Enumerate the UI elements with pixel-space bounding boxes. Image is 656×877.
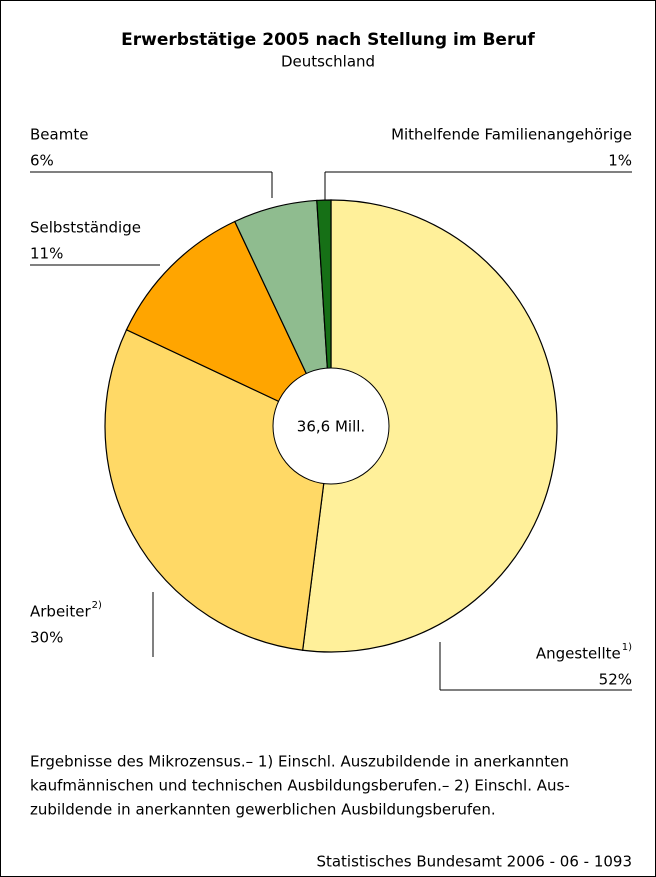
- value-label: 52%: [599, 671, 632, 689]
- slice-label: Mithelfende Familienangehörige: [391, 126, 632, 144]
- slices: [104, 199, 558, 653]
- value-label: 1%: [608, 152, 632, 170]
- value-label: 11%: [30, 245, 63, 263]
- footnote-mark: 2): [92, 600, 102, 611]
- slice-label: Angestellte: [536, 645, 621, 663]
- slice-label: Arbeiter: [30, 603, 91, 621]
- chart-title: Erwerbstätige 2005 nach Stellung im Beru…: [121, 30, 535, 50]
- slice: [302, 199, 558, 653]
- slice-label: Beamte: [30, 126, 88, 144]
- value-label: 30%: [30, 629, 63, 647]
- value-label: 6%: [30, 152, 54, 170]
- slice-label: Selbstständige: [30, 219, 141, 237]
- footnote-line: zubildende in anerkannten gewerblichen A…: [30, 801, 496, 819]
- source: Statistisches Bundesamt 2006 - 06 - 1093: [316, 853, 632, 871]
- chart-subtitle: Deutschland: [281, 53, 375, 71]
- slice: [104, 328, 332, 651]
- center-label: 36,6 Mill.: [297, 418, 365, 436]
- donut-hole: [272, 367, 390, 485]
- footnote-line: kaufmännischen und technischen Ausbildun…: [30, 777, 570, 795]
- slice: [125, 220, 333, 428]
- footnote-mark: 1): [622, 642, 632, 653]
- footnote-line: Ergebnisse des Mikrozensus.– 1) Einschl.…: [30, 753, 569, 771]
